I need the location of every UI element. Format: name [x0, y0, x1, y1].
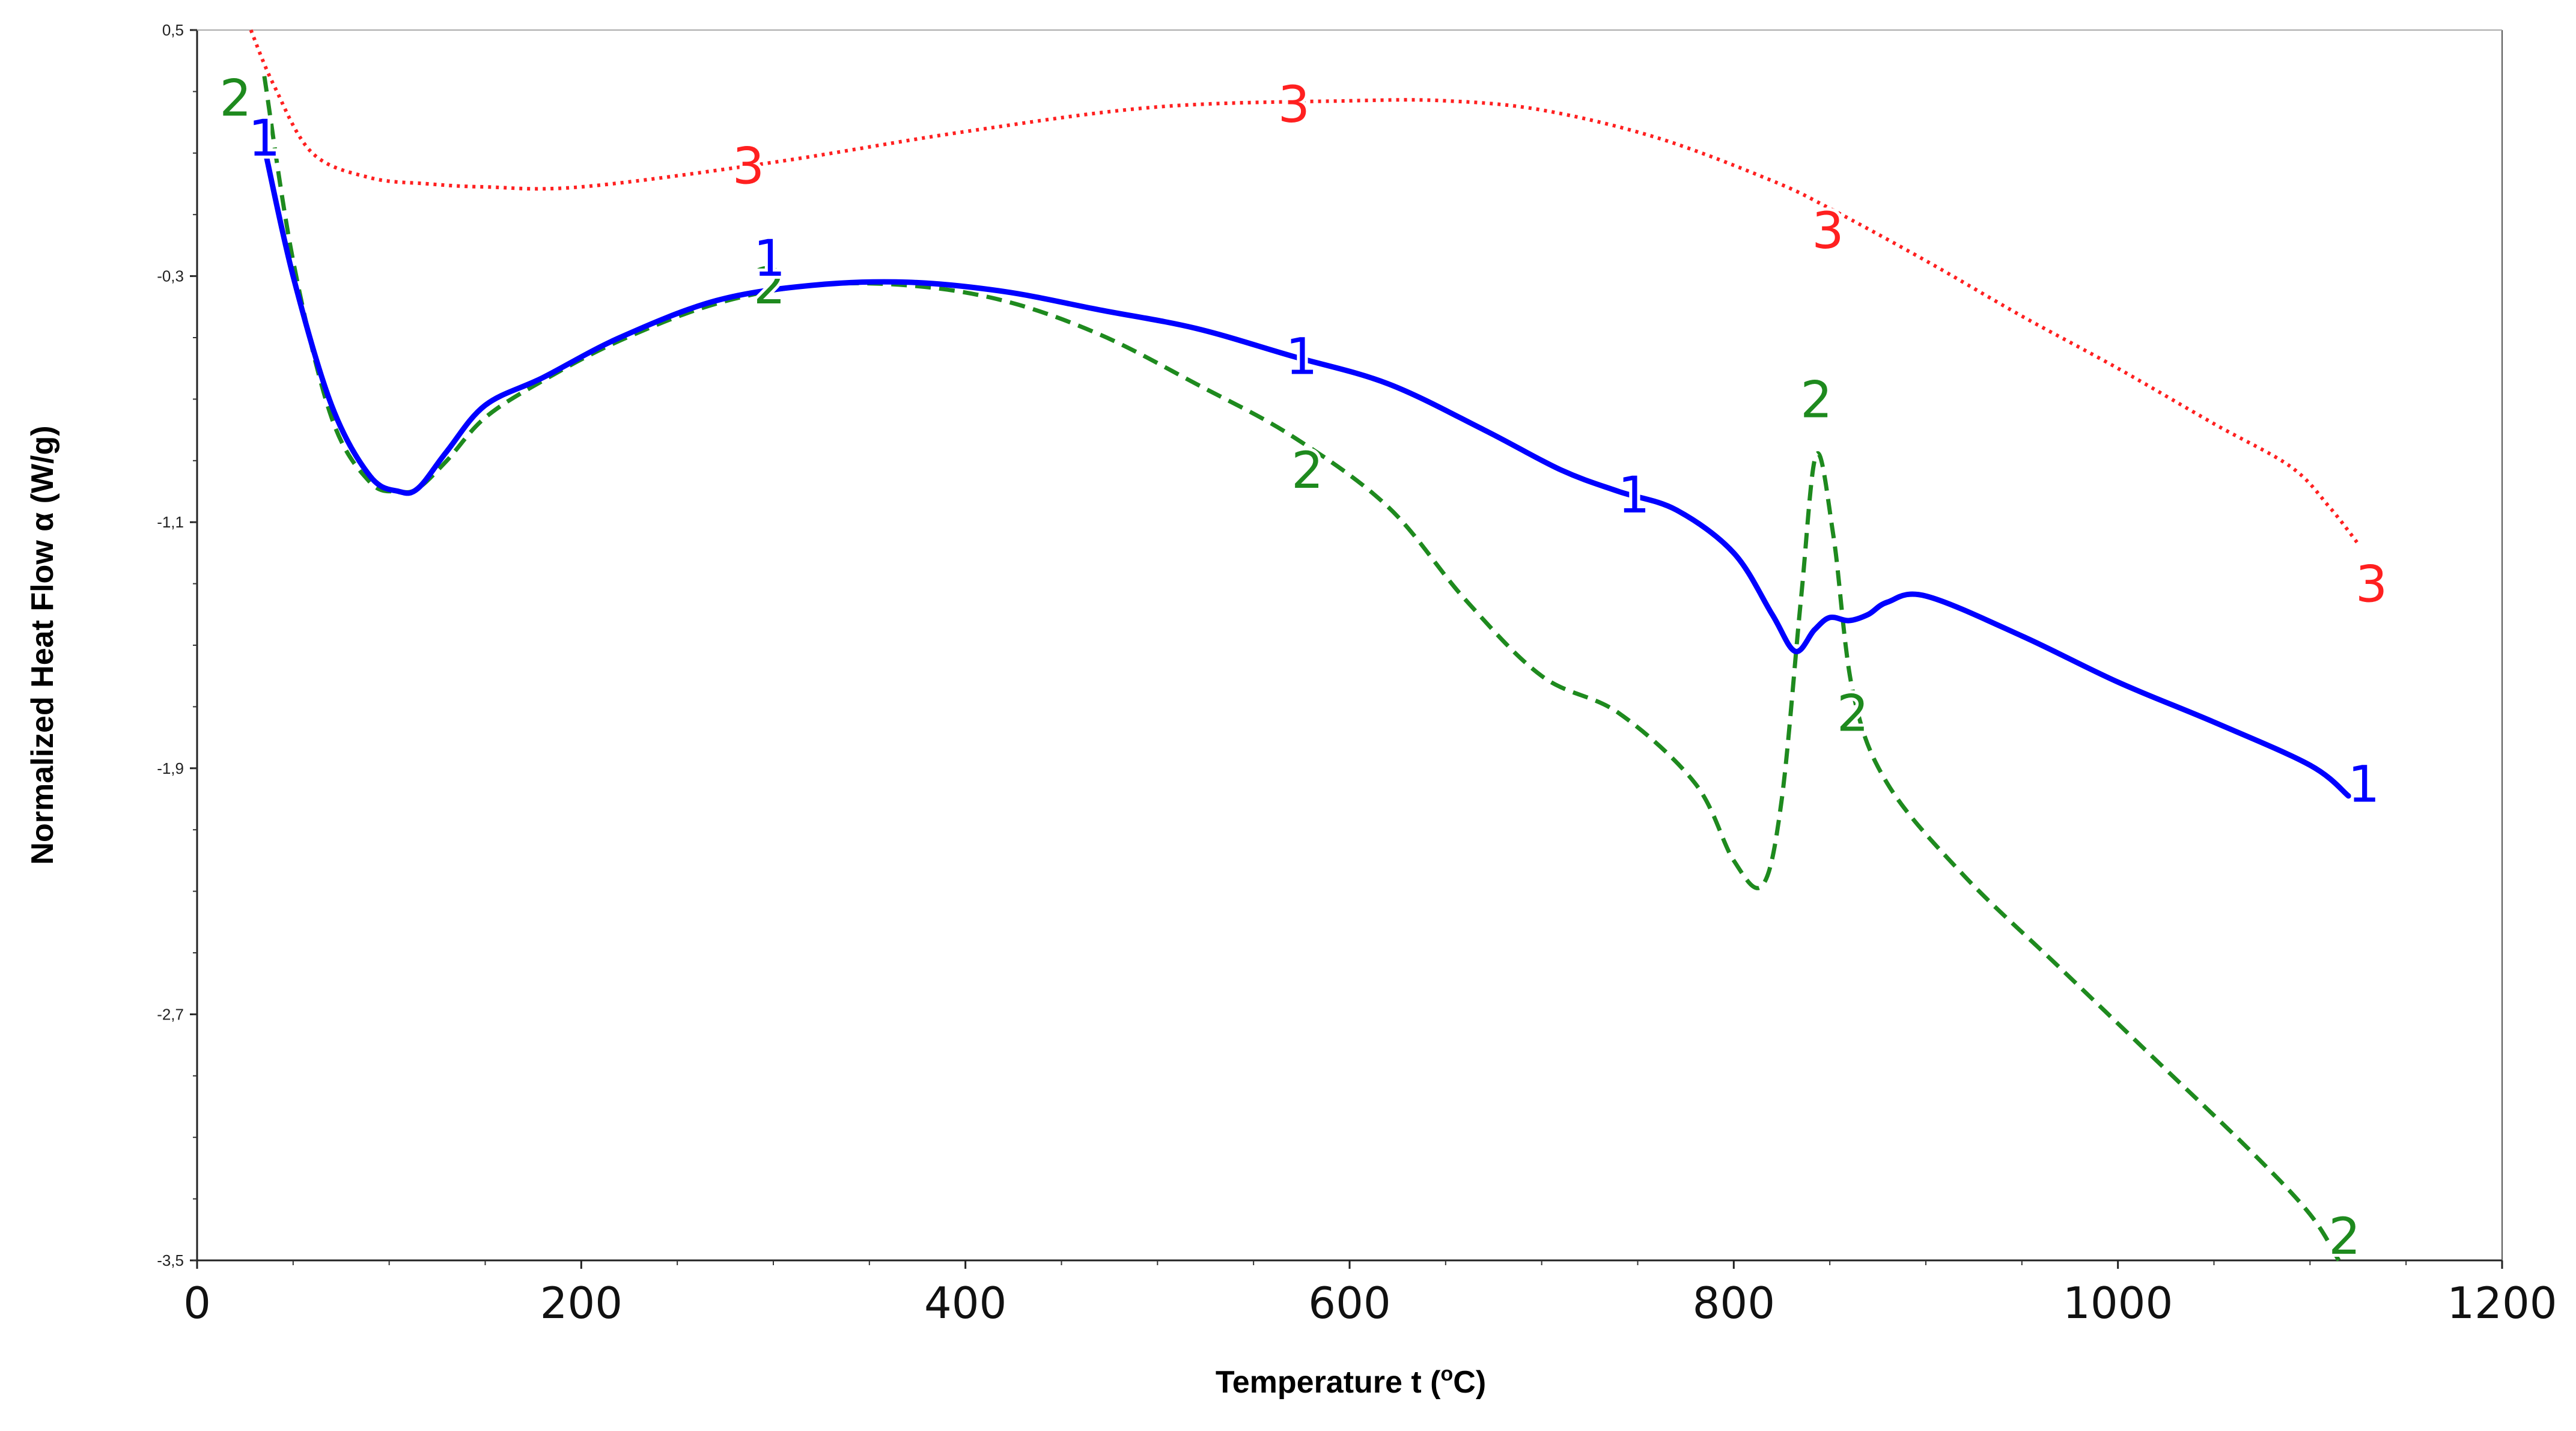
curve-label-1: 1	[248, 109, 280, 168]
curve-label-1: 1	[754, 229, 785, 288]
curve-label-3: 3	[1812, 201, 1844, 260]
curve-label-1: 1	[1285, 327, 1317, 386]
y-tick-label: -1,1	[157, 513, 184, 531]
curve-label-3: 3	[1278, 75, 1310, 134]
y-tick-label: 0,5	[162, 21, 184, 39]
y-tick-label: -1,9	[157, 759, 184, 777]
x-tick-label: 1200	[2447, 1278, 2557, 1328]
x-tick-label: 400	[924, 1278, 1006, 1328]
series-line-2	[262, 76, 2341, 1262]
curve-label-2: 2	[1291, 441, 1323, 500]
y-tick-label: -2,7	[157, 1005, 184, 1023]
curve-label-1: 1	[2348, 755, 2380, 813]
x-tick-label: 800	[1693, 1278, 1775, 1328]
y-tick-label: -3,5	[157, 1251, 184, 1269]
y-axis-title: Normalized Heat Flow α (W/g)	[25, 425, 60, 864]
x-axis-title-prefix: Temperature t (	[1216, 1365, 1441, 1400]
x-axis-title: Temperature t (oC)	[1216, 1363, 1486, 1400]
x-tick-label: 1000	[2063, 1278, 2173, 1328]
x-tick-label: 200	[540, 1278, 623, 1328]
tick-marks: 0,5 -0,3 -1,1 -1,9 -2,7 -3,5 0 200 400 600 800 1000…	[157, 21, 2557, 1328]
curve-label-3: 3	[732, 136, 764, 195]
y-tick-label: -0,3	[157, 267, 184, 285]
x-tick-label: 600	[1308, 1278, 1390, 1328]
curve-label-2: 2	[219, 69, 251, 128]
x-axis-title-suffix: C)	[1453, 1365, 1486, 1400]
series-lines	[249, 29, 2360, 1262]
series-line-1	[261, 144, 2351, 799]
curve-label-1: 1	[1618, 466, 1649, 524]
curve-label-3: 3	[2355, 555, 2387, 614]
curve-label-2: 2	[1837, 684, 1869, 743]
x-axis-title-sup: o	[1441, 1363, 1454, 1385]
curve-label-2: 2	[2328, 1207, 2360, 1266]
plot-area	[197, 30, 2502, 1260]
curve-label-2: 2	[1800, 370, 1832, 429]
x-tick-label: 0	[183, 1278, 211, 1328]
curve-label-2: 2	[754, 257, 785, 315]
